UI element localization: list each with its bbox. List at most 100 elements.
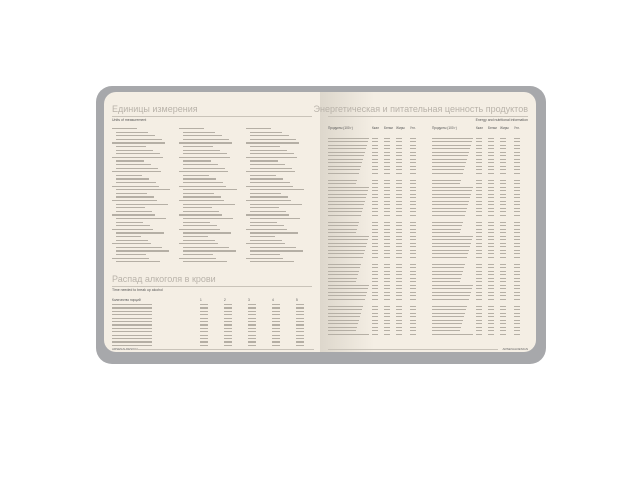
text-line	[384, 204, 390, 206]
text-line	[476, 151, 482, 153]
text-line	[250, 254, 280, 256]
text-line	[514, 214, 520, 216]
text-line	[328, 288, 368, 290]
text-line	[112, 331, 152, 333]
text-line	[200, 304, 208, 306]
text-line	[183, 192, 214, 194]
text-line	[116, 203, 168, 205]
text-line	[396, 141, 402, 143]
text-line	[500, 183, 506, 185]
text-line	[183, 218, 233, 220]
text-line	[250, 160, 278, 162]
text-line	[224, 331, 232, 333]
text-line	[488, 193, 494, 195]
text-line	[248, 341, 256, 343]
text-line	[514, 207, 520, 209]
text-line	[476, 169, 482, 171]
text-line	[116, 192, 147, 194]
text-line	[476, 284, 482, 286]
header-cell: Продукты (100 г)	[328, 126, 353, 130]
text-line	[500, 158, 506, 160]
text-line	[476, 267, 482, 269]
text-line	[328, 284, 369, 286]
text-line	[476, 239, 482, 241]
text-line	[384, 197, 390, 199]
text-line	[384, 151, 390, 153]
nutrition-subtitle: Energy and nutritional information	[475, 118, 528, 122]
text-line	[116, 164, 151, 166]
text-line	[488, 309, 494, 311]
text-line	[372, 162, 378, 164]
text-line	[500, 281, 506, 283]
text-line	[488, 214, 494, 216]
text-line	[372, 239, 378, 241]
text-line	[410, 137, 416, 139]
text-line	[372, 295, 378, 297]
text-line	[384, 316, 390, 318]
text-line	[384, 232, 390, 234]
text-line	[432, 183, 460, 185]
text-line	[328, 190, 368, 192]
left-page: Единицы измерения Units of measurement Р…	[104, 92, 320, 352]
text-line	[112, 200, 157, 202]
text-line	[396, 214, 402, 216]
alcohol-subtitle: Time needed to break up alcohol	[112, 288, 163, 292]
text-line	[372, 277, 378, 279]
text-line	[514, 190, 520, 192]
text-line	[384, 333, 390, 335]
text-line	[410, 211, 416, 213]
text-line	[116, 153, 160, 155]
text-line	[500, 151, 506, 153]
text-line	[432, 316, 464, 318]
text-line	[514, 232, 520, 234]
text-line	[488, 228, 494, 230]
text-line	[372, 270, 378, 272]
text-line	[296, 321, 304, 323]
text-line	[514, 151, 520, 153]
text-line	[183, 246, 229, 248]
text-line	[514, 263, 520, 265]
text-line	[500, 319, 506, 321]
text-line	[372, 312, 378, 314]
text-line	[396, 267, 402, 269]
text-line	[432, 312, 465, 314]
text-line	[372, 183, 378, 185]
text-line	[328, 305, 363, 307]
text-line	[476, 277, 482, 279]
text-line	[476, 204, 482, 206]
text-line	[410, 204, 416, 206]
text-line	[514, 172, 520, 174]
text-line	[372, 190, 378, 192]
text-line	[410, 225, 416, 227]
text-line	[248, 317, 256, 319]
text-line	[410, 172, 416, 174]
text-line	[396, 284, 402, 286]
footer-line	[328, 349, 498, 350]
text-line	[200, 327, 208, 329]
text-line	[476, 148, 482, 150]
text-line	[476, 298, 482, 300]
text-line	[328, 298, 365, 300]
text-line	[200, 341, 208, 343]
text-line	[432, 281, 460, 283]
text-line	[410, 312, 416, 314]
text-line	[410, 295, 416, 297]
text-line	[328, 246, 366, 248]
text-line	[183, 221, 210, 223]
text-line	[500, 288, 506, 290]
text-line	[476, 228, 482, 230]
text-line	[250, 207, 279, 209]
text-line	[250, 210, 286, 212]
text-line	[500, 162, 506, 164]
text-line	[328, 165, 361, 167]
text-line	[116, 250, 169, 252]
text-line	[372, 316, 378, 318]
text-line	[250, 236, 275, 238]
text-line	[328, 291, 367, 293]
text-line	[514, 141, 520, 143]
text-line	[328, 172, 359, 174]
text-line	[500, 165, 506, 167]
text-line	[514, 316, 520, 318]
text-line	[500, 242, 506, 244]
text-line	[514, 249, 520, 251]
